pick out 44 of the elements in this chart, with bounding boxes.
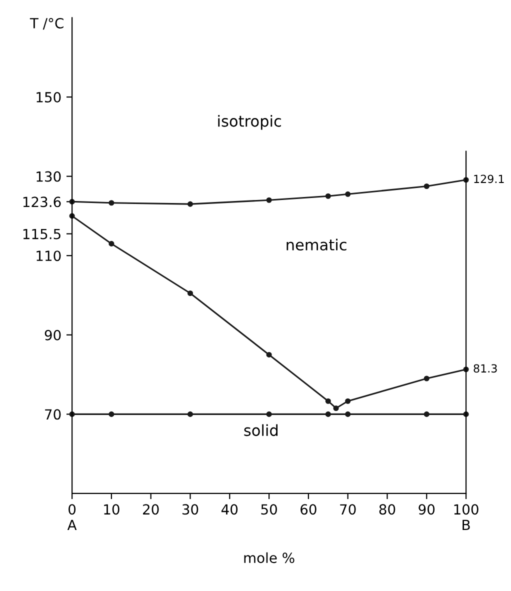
point xyxy=(266,411,272,417)
y-tick-label: 123.6 xyxy=(23,196,61,208)
point xyxy=(266,352,272,358)
annotation: 81.3 xyxy=(474,364,497,373)
y-axis-title: T /°C xyxy=(30,18,64,30)
point xyxy=(187,201,194,207)
y-tick-label: 110 xyxy=(36,250,61,262)
point xyxy=(345,411,351,417)
x-tick-label: 60 xyxy=(300,504,316,515)
point xyxy=(424,183,430,190)
point xyxy=(108,200,114,206)
point xyxy=(325,193,331,199)
point xyxy=(325,398,331,404)
x-tick-label: 80 xyxy=(379,504,396,515)
annotation: nematic xyxy=(286,238,346,251)
x-tick-label: 70 xyxy=(340,504,356,515)
point xyxy=(333,405,339,412)
point xyxy=(325,411,331,417)
annotation: isotropic xyxy=(218,115,281,130)
point xyxy=(424,411,430,417)
x-tick-label: 0 A xyxy=(67,504,77,530)
y-tick-label: 150 xyxy=(36,92,61,102)
point xyxy=(187,290,194,296)
x-tick-label: 10 xyxy=(104,504,120,515)
x-tick-label: 20 xyxy=(143,504,159,515)
x-tick-label: 30 xyxy=(182,504,198,515)
point xyxy=(345,191,351,197)
x-tick-label: 90 xyxy=(418,504,435,515)
y-tick-label: 90 xyxy=(44,330,61,340)
point xyxy=(345,398,351,404)
point xyxy=(266,197,272,203)
x-tick-label: 100 B xyxy=(454,504,478,530)
annotation: solid xyxy=(244,424,278,436)
x-axis-title: mole % xyxy=(244,552,294,564)
point xyxy=(424,376,430,382)
annotation: 129.1 xyxy=(474,174,504,184)
point xyxy=(187,411,194,417)
y-tick-label: 70 xyxy=(45,409,61,420)
x-tick-label: 50 xyxy=(261,504,277,515)
y-tick-label: 115.5 xyxy=(23,228,60,240)
point xyxy=(108,411,114,417)
y-tick-label: 130 xyxy=(36,171,61,182)
point xyxy=(108,240,114,246)
x-tick-label: 40 xyxy=(221,504,238,515)
